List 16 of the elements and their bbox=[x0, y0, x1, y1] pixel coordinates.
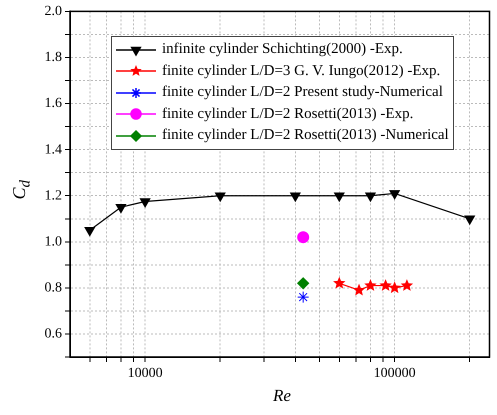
y-tick-label: 1.8 bbox=[44, 50, 62, 66]
y-tick-label: 1.2 bbox=[44, 188, 62, 204]
legend-label: finite cylinder L/D=2 Rosetti(2013) -Numerical bbox=[162, 126, 449, 145]
y-tick-label: 1.0 bbox=[44, 234, 62, 250]
y-tick-label: 1.4 bbox=[44, 142, 62, 158]
y-tick-label: 0.6 bbox=[44, 326, 62, 342]
x-axis-title: Re bbox=[272, 386, 292, 406]
legend-label: finite cylinder L/D=2 Present study-Numerical bbox=[162, 83, 443, 102]
y-tick-label: 1.6 bbox=[44, 96, 62, 112]
x-tick-label: 100000 bbox=[374, 366, 416, 382]
x-tick-label: 10000 bbox=[128, 366, 163, 382]
y-tick-label: 2.0 bbox=[44, 4, 62, 20]
legend-label: infinite cylinder Schichting(2000) -Exp. bbox=[162, 40, 403, 59]
legend-label: finite cylinder L/D=2 Rosetti(2013) -Exp. bbox=[162, 104, 414, 124]
y-tick-label: 0.8 bbox=[44, 280, 62, 296]
legend-label: finite cylinder L/D=3 G. V. Iungo(2012) -Exp. bbox=[162, 62, 440, 80]
